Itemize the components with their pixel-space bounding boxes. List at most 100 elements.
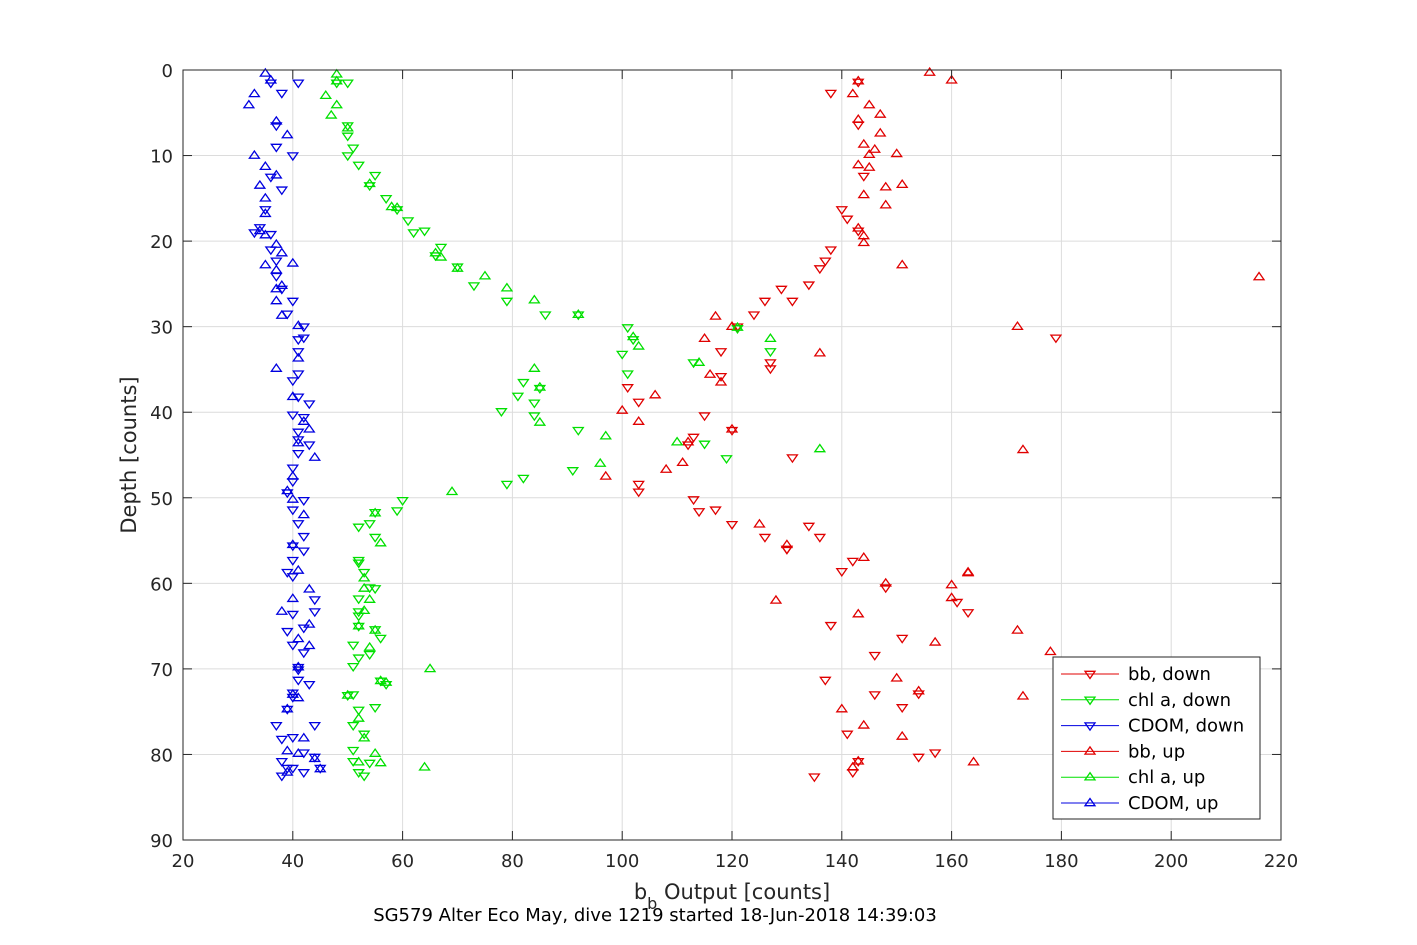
data-point [626, 331, 640, 341]
data-point [852, 757, 865, 767]
data-point [270, 264, 283, 274]
data-point [303, 400, 316, 410]
data-point [912, 685, 925, 695]
data-point [1044, 646, 1057, 656]
data-point [341, 692, 354, 702]
data-point [895, 730, 909, 740]
data-point [352, 654, 365, 664]
y-tick-label: 20 [150, 232, 173, 253]
data-point [681, 436, 695, 446]
data-point [281, 703, 294, 713]
data-point [270, 169, 283, 179]
data-point [824, 246, 838, 256]
data-point [308, 596, 322, 606]
data-point [780, 539, 794, 549]
data-point [659, 463, 673, 473]
data-point [775, 285, 788, 295]
data-point [1252, 271, 1266, 281]
data-point [286, 152, 300, 162]
data-point [873, 127, 887, 137]
data-point [259, 208, 272, 218]
data-point [852, 222, 865, 232]
data-point [895, 179, 909, 188]
series-chl-a-down [330, 79, 777, 782]
data-point [286, 539, 300, 549]
data-point [242, 99, 256, 109]
data-point [292, 564, 305, 574]
data-point [835, 703, 849, 713]
data-point [692, 508, 706, 518]
x-tick-label: 180 [1044, 851, 1078, 872]
data-point [352, 712, 365, 722]
data-point [363, 641, 376, 651]
data-point [593, 457, 607, 467]
data-point [813, 533, 827, 543]
data-point [292, 520, 305, 530]
data-point [890, 672, 903, 682]
data-point [528, 294, 541, 304]
data-point [259, 206, 272, 216]
x-axis-label: bb Output [counts] [634, 880, 830, 913]
data-point [539, 311, 552, 321]
data-point [352, 523, 365, 533]
data-point [863, 99, 876, 109]
plot-area [242, 66, 1266, 783]
data-point [297, 415, 311, 425]
data-point [945, 74, 958, 84]
data-point [352, 608, 365, 618]
data-point [308, 451, 322, 461]
data-point [270, 257, 283, 267]
data-point [852, 159, 865, 169]
data-point [813, 265, 827, 275]
data-point [363, 759, 376, 769]
data-point [281, 627, 294, 637]
legend-marker [1083, 771, 1097, 781]
data-point [500, 297, 514, 307]
data-point [802, 522, 816, 532]
data-point [303, 583, 316, 593]
data-point [703, 368, 717, 378]
data-point [841, 730, 854, 740]
data-point [895, 704, 909, 714]
data-point [852, 78, 865, 88]
data-point [292, 320, 305, 330]
data-point [725, 321, 739, 331]
data-point [286, 470, 300, 480]
data-point [813, 347, 827, 357]
data-point [275, 89, 289, 99]
data-point [374, 757, 387, 767]
data-point [445, 486, 459, 496]
data-point [303, 680, 316, 690]
data-point [687, 433, 700, 443]
data-point [264, 246, 278, 256]
data-point [868, 691, 881, 701]
data-point [418, 761, 431, 771]
data-point [731, 321, 744, 331]
data-point [390, 202, 404, 212]
data-point [857, 138, 871, 148]
data-point [852, 75, 865, 85]
series-bb-up [599, 66, 1266, 771]
legend-marker [1083, 722, 1097, 732]
data-point [451, 263, 464, 273]
data-point [308, 753, 322, 763]
data-point [292, 663, 305, 673]
x-tick-label: 160 [934, 851, 968, 872]
data-point [292, 449, 305, 459]
data-point [423, 663, 437, 673]
data-point [819, 676, 832, 686]
data-point [670, 436, 684, 446]
data-point [248, 149, 261, 159]
data-point [407, 229, 420, 239]
y-axis-label: Depth [counts] [117, 376, 141, 533]
data-point [879, 584, 892, 594]
data-point [714, 348, 728, 358]
legend-box [1052, 656, 1261, 820]
data-point [1016, 690, 1030, 700]
data-point [769, 594, 783, 604]
data-point [868, 651, 881, 661]
series-bb-down [621, 78, 1063, 783]
data-point [879, 577, 892, 587]
data-point [270, 115, 283, 125]
data-point [626, 336, 640, 346]
